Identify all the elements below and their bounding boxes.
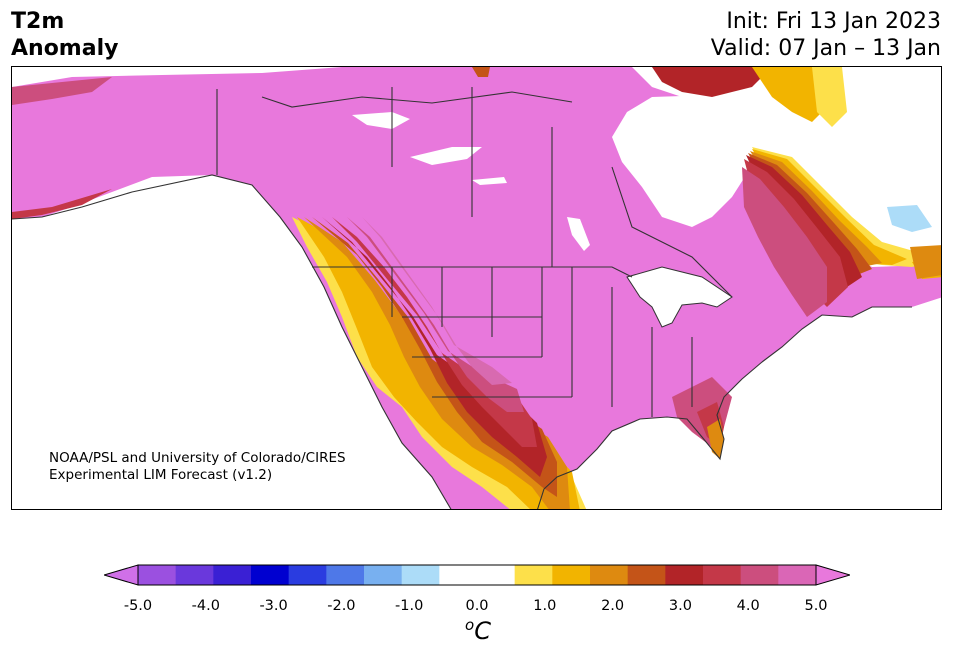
arctic-amber [752,67,827,122]
credit-text: NOAA/PSL and University of Colorado/CIRE… [49,450,346,484]
title-line-1: T2m [11,9,65,34]
colorbar-cell [138,565,177,585]
forecast-dates: Init: Fri 13 Jan 2023 Valid: 07 Jan – 13… [711,8,941,62]
credit-line-2: Experimental LIM Forecast (v1.2) [49,467,273,483]
arctic-red [652,67,772,97]
lake-athabasca [472,177,507,185]
great-slave-lake [410,147,482,165]
colorbar-tick-label: 4.0 [736,598,760,614]
init-date: Init: Fri 13 Jan 2023 [726,9,941,34]
borders [12,87,912,509]
colorbar-cell [477,565,516,585]
colorbar-cells [138,565,817,585]
unit-label: oC [465,616,491,645]
colorbar-cell [364,565,403,585]
colorbar [104,564,850,586]
colorbar-max-arrow [815,564,850,586]
florida-orange [707,419,724,459]
aleutian-crimson [12,189,112,219]
great-lakes [626,266,733,328]
colorbar-cell [514,565,553,585]
colorbar-cell [778,565,817,585]
east-rose [742,167,827,317]
colorbar-min-arrow [104,564,139,586]
colorbar-cell [175,565,214,585]
colorbar-cell [627,565,666,585]
colorbar-tick-label: -2.0 [327,598,356,614]
colorbar-cell [590,565,629,585]
colorbar-tick-label: 2.0 [601,598,625,614]
anomaly-map [11,66,942,510]
colorbar-cell [213,565,252,585]
colorbar-cell [439,565,478,585]
pacific-ocean [12,175,332,317]
great-bear-lake [352,112,410,129]
title-line-2: Anomaly [11,36,119,61]
colorbar-cell [703,565,742,585]
map-title: T2m Anomaly [11,8,118,62]
lake-winnipeg [567,217,590,251]
colorbar-tick-label: -5.0 [123,598,153,614]
colorbar-tick-label: 3.0 [668,598,692,614]
pacific-coast-ocean [12,227,450,509]
colorbar-tick-label: -1.0 [395,598,424,614]
colorbar-cell [326,565,365,585]
unit-symbol: C [474,617,491,645]
labrador-cool [887,205,932,232]
colorbar-tick-label: 1.0 [533,598,557,614]
map-canvas [12,67,941,509]
colorbar-cell [552,565,591,585]
credit-line-1: NOAA/PSL and University of Colorado/CIRE… [49,450,346,466]
colorbar-tick-label: 5.0 [804,598,828,614]
newfoundland-orange [910,245,941,279]
colorbar-cell [665,565,704,585]
colorbar-cell [288,565,327,585]
hudson-bay [612,95,752,227]
colorbar-cell [740,565,779,585]
arctic-yellow [812,67,847,127]
unit-superscript: o [465,616,475,634]
colorbar-frame [137,564,817,586]
west-rose [347,217,524,412]
valid-range: Valid: 07 Jan – 13 Jan [710,36,941,61]
atlantic-ocean [538,307,941,509]
colorbar-cell [251,565,290,585]
greenland-spot [472,67,490,77]
alaska-rose [12,77,112,105]
colorbar-tick-label: -3.0 [259,598,288,614]
colorbar-tick-label: 0.0 [465,598,489,614]
colorbar-tick-label: -4.0 [191,598,220,614]
colorbar-cell [401,565,440,585]
